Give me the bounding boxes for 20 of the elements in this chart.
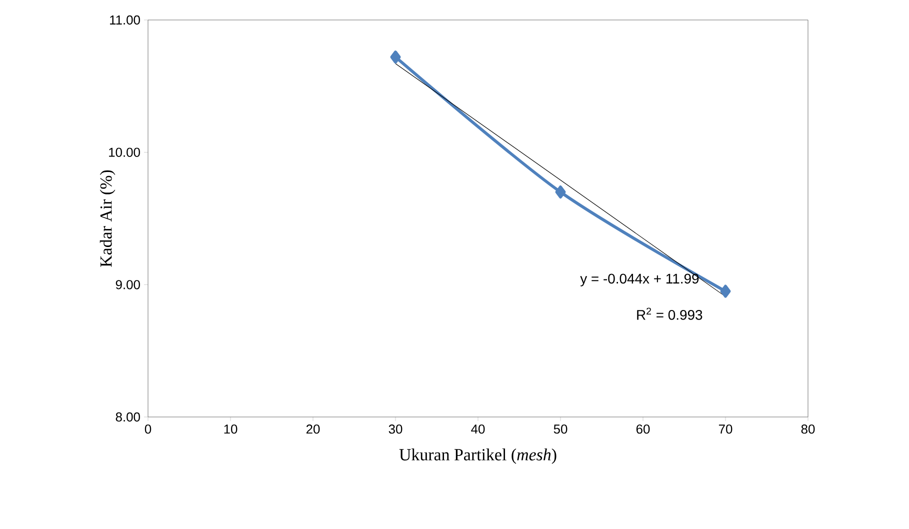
x-tick-label: 50 bbox=[554, 424, 568, 434]
x-tick-label: 60 bbox=[636, 424, 650, 434]
x-tick-label: 30 bbox=[388, 424, 402, 434]
y-tick-label: 8.00 bbox=[116, 412, 140, 422]
annotation: y = -0.044x + 11.99 bbox=[580, 274, 699, 286]
annotation: R$^{2}$ = 0.993 bbox=[637, 308, 702, 320]
point bbox=[720, 284, 731, 298]
x-axis-title: Ukuran Partikel (mesh) bbox=[399, 448, 556, 464]
x-tick-label: 10 bbox=[224, 424, 238, 434]
point bbox=[555, 186, 566, 199]
x-tick-label: 80 bbox=[801, 424, 815, 434]
x-tick-label: 0 bbox=[144, 424, 152, 434]
y-tick-label: 10.00 bbox=[109, 148, 140, 157]
x-tick-label: 40 bbox=[471, 424, 485, 434]
y-tick-label: 11.00 bbox=[110, 15, 140, 25]
y-axis-title: Kadar Air (%) bbox=[100, 170, 116, 267]
point bbox=[390, 50, 401, 64]
x-tick-label: 70 bbox=[718, 424, 732, 434]
y-tick-label: 9.00 bbox=[116, 280, 140, 290]
x-tick-label: 20 bbox=[306, 424, 320, 434]
